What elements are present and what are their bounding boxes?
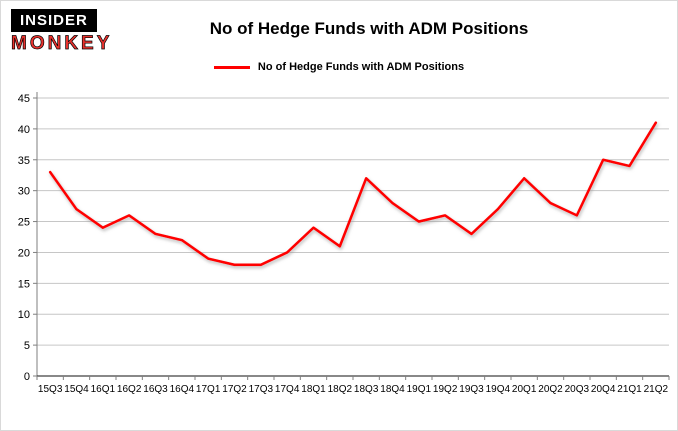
- x-axis-label: 20Q3: [565, 384, 590, 395]
- x-axis-label: 17Q3: [249, 384, 274, 395]
- x-axis-label: 20Q4: [591, 384, 616, 395]
- y-axis-label: 20: [18, 247, 30, 259]
- x-axis-label: 15Q3: [38, 384, 63, 395]
- x-axis-label: 18Q3: [354, 384, 379, 395]
- y-axis-label: 15: [18, 278, 30, 290]
- x-axis-label: 19Q2: [433, 384, 458, 395]
- x-axis-label: 16Q2: [117, 384, 142, 395]
- x-axis-label: 18Q1: [301, 384, 326, 395]
- y-axis-label: 5: [24, 340, 30, 352]
- y-axis-label: 0: [24, 371, 30, 383]
- insider-monkey-logo: INSIDER MONKEY: [11, 9, 131, 55]
- x-axis-label: 19Q4: [486, 384, 511, 395]
- series-line: [48, 121, 658, 267]
- y-axis-label: 10: [18, 309, 30, 321]
- x-axis-label: 19Q3: [459, 384, 484, 395]
- x-axis-label: 16Q3: [143, 384, 168, 395]
- x-axis-label: 20Q1: [512, 384, 537, 395]
- x-axis-label: 15Q4: [64, 384, 89, 395]
- y-axis-label: 30: [18, 186, 30, 198]
- x-axis-label: 21Q2: [644, 384, 669, 395]
- chart-title: No of Hedge Funds with ADM Positions: [209, 19, 529, 38]
- x-axis-label: 16Q4: [170, 384, 195, 395]
- x-axis-label: 17Q1: [196, 384, 221, 395]
- logo-monkey-text: MONKEY: [11, 33, 113, 55]
- x-axis-label: 18Q4: [380, 384, 405, 395]
- y-axis-label: 35: [18, 155, 30, 167]
- legend-line-swatch: [213, 65, 250, 69]
- y-axis-label: 25: [18, 217, 30, 229]
- y-axis-label: 45: [18, 93, 30, 105]
- logo-insider-text: INSIDER: [11, 9, 97, 32]
- line-chart: 0 5 10 15 20 25 30 35 40 45 15Q3 15Q4 16Q1 16Q2 16Q3 16…: [18, 92, 670, 395]
- x-axis-label: 17Q2: [222, 384, 247, 395]
- x-axis-label: 18Q2: [328, 384, 353, 395]
- x-axis-label: 17Q4: [275, 384, 300, 395]
- x-axis-label: 21Q1: [617, 384, 642, 395]
- y-axis-label: 40: [18, 124, 30, 136]
- x-axis-label: 16Q1: [91, 384, 116, 395]
- legend-label: No of Hedge Funds with ADM Positions: [257, 61, 465, 73]
- x-axis-label: 19Q1: [407, 384, 432, 395]
- chart-legend: No of Hedge Funds with ADM Positions: [1, 61, 677, 73]
- x-axis-label: 20Q2: [538, 384, 563, 395]
